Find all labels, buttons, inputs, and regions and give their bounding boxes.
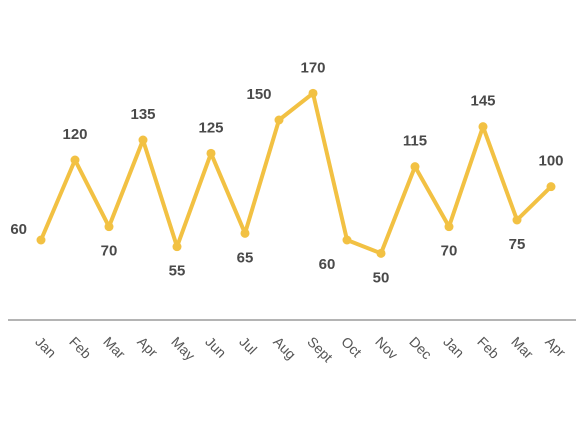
x-tick-label: Jul [236, 333, 260, 357]
point [138, 135, 148, 145]
point [478, 122, 488, 132]
point [36, 235, 46, 245]
data-label: 135 [130, 106, 155, 123]
x-tick-label: Feb [474, 333, 503, 362]
data-label: 75 [509, 236, 526, 253]
x-tick-label: Jan [32, 333, 59, 360]
data-label: 145 [470, 93, 495, 110]
x-tick-label: Apr [542, 333, 569, 360]
x-tick-label: Nov [372, 333, 401, 362]
data-label: 115 [403, 133, 427, 150]
point [70, 155, 80, 165]
x-tick-label: Mar [100, 333, 129, 362]
point [104, 222, 114, 232]
point [274, 115, 284, 125]
x-tick-label: Mar [508, 333, 537, 362]
point [342, 235, 352, 245]
data-label: 55 [169, 263, 186, 280]
data-label: 125 [198, 119, 223, 136]
data-label: 70 [441, 243, 458, 260]
point [240, 228, 250, 238]
data-label: 170 [300, 59, 325, 76]
x-tick-label: Oct [338, 333, 365, 360]
data-label: 120 [62, 126, 87, 143]
point [172, 242, 182, 252]
data-label: 70 [101, 243, 118, 260]
data-label: 150 [246, 86, 271, 103]
x-tick-label: Dec [406, 333, 435, 362]
data-label: 100 [538, 153, 563, 170]
x-tick-label: Sept [304, 333, 336, 365]
x-tick-label: Feb [66, 333, 95, 362]
x-tick-label: Jun [202, 333, 229, 360]
point [512, 215, 522, 225]
point [546, 182, 556, 192]
data-label: 50 [373, 269, 390, 286]
point [206, 148, 216, 158]
point [444, 222, 454, 232]
point [376, 248, 386, 258]
data-label: 60 [319, 256, 336, 273]
x-tick-label: May [168, 333, 198, 363]
point [308, 88, 318, 98]
x-tick-label: Apr [134, 333, 161, 360]
point [410, 162, 420, 172]
line [39, 91, 553, 256]
data-label: 65 [237, 249, 254, 266]
x-tick-label: Aug [270, 333, 299, 362]
data-label: 60 [10, 221, 27, 238]
x-tick-label: Jan [440, 333, 467, 360]
